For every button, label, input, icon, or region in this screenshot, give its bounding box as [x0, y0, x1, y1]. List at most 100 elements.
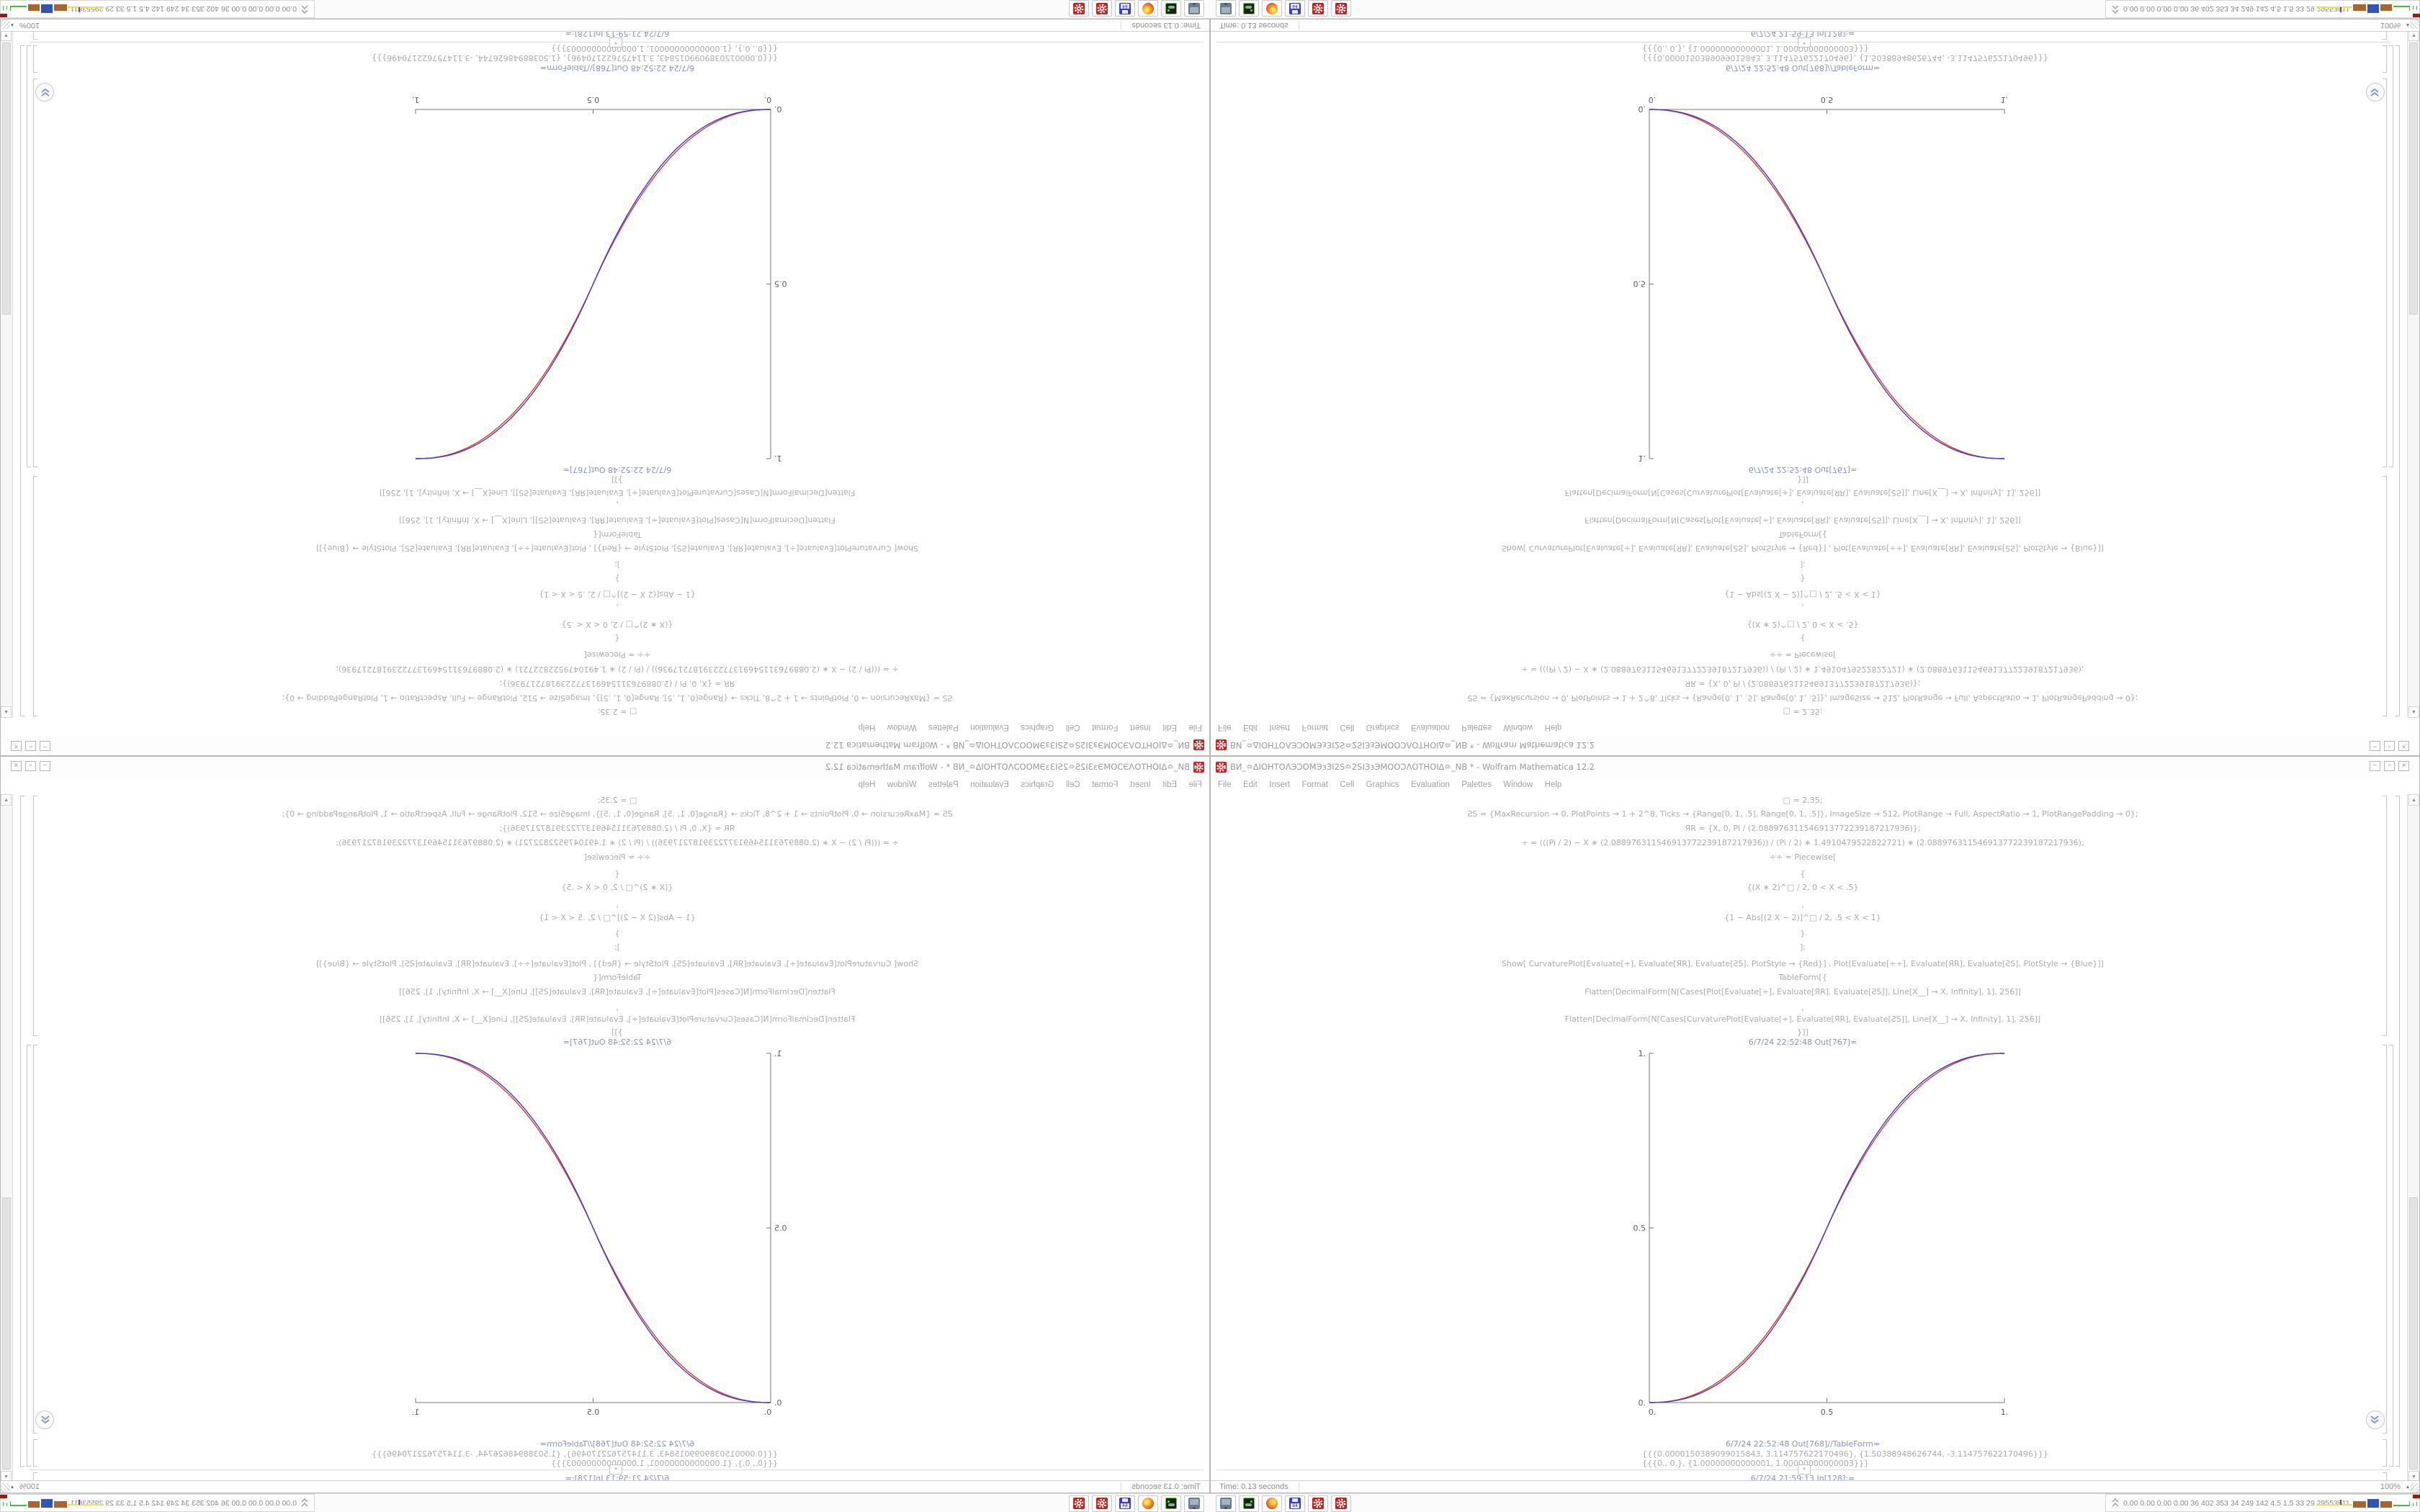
scrollbar-thumb[interactable]: [2, 1197, 11, 1470]
resize-grip[interactable]: [1, 1483, 10, 1493]
input-line[interactable]: ÷÷ = Piecewise[: [583, 650, 651, 660]
menu-help[interactable]: Help: [858, 780, 876, 789]
menu-edit[interactable]: Edit: [1242, 723, 1258, 732]
menu-edit[interactable]: Edit: [1162, 723, 1178, 732]
cell-bracket-input[interactable]: [2382, 476, 2387, 716]
menu-insert[interactable]: Insert: [1129, 723, 1151, 732]
input-line[interactable]: Flatten[DecimalForm[N[Cases[Plot[Evaluat…: [1585, 516, 2021, 525]
minimize-button[interactable]: −: [40, 761, 50, 771]
menu-palettes[interactable]: Palettes: [1461, 780, 1492, 789]
magnification-control[interactable]: 100%: [2380, 21, 2401, 30]
taskbar-item-mathematica-1[interactable]: [1092, 0, 1112, 17]
input-line[interactable]: ,: [1801, 900, 1804, 909]
menu-format[interactable]: Format: [1092, 723, 1119, 732]
cell-bracket-table-out[interactable]: [33, 1439, 38, 1467]
cell-bracket-outer-group[interactable]: [20, 45, 25, 716]
input-line[interactable]: }: [614, 929, 620, 938]
input-line[interactable]: TableForm[{: [1778, 530, 1827, 539]
input-line[interactable]: ];: [614, 560, 620, 570]
cell-bracket-table-out[interactable]: [2382, 45, 2387, 73]
input-line[interactable]: {: [1800, 869, 1806, 878]
minimize-button[interactable]: −: [2370, 761, 2380, 771]
input-line[interactable]: ,: [616, 900, 619, 909]
input-line[interactable]: ,: [1801, 500, 1804, 509]
close-button[interactable]: ×: [2398, 761, 2409, 771]
cell-bracket-outer-group[interactable]: [2395, 45, 2400, 716]
scrollbar-thumb[interactable]: [2409, 42, 2418, 315]
scroll-to-end-button[interactable]: [2366, 83, 2385, 102]
window-titlebar[interactable]: ВИ_≏∆IOHTOΛЭƆOMЭɜЗI2S≏2SIЗɜЭMOOƆΛOTHOI∆≏…: [1211, 757, 2419, 777]
input-line[interactable]: ЯR = {X, 0, Pi / (2.08897631154691377223…: [1685, 824, 1921, 833]
input-line[interactable]: {: [614, 634, 620, 643]
scrollbar-up-icon[interactable]: ▲: [2408, 706, 2419, 718]
input-line[interactable]: ÷ = (((Pi / 2) − X ∗ (2.0889763115469137…: [336, 665, 899, 674]
taskbar-item-floppy64[interactable]: 64: [1115, 0, 1135, 17]
menu-edit[interactable]: Edit: [1242, 780, 1258, 789]
cell-bracket-plot-out[interactable]: [2382, 78, 2387, 467]
scrollbar-up-icon[interactable]: ▲: [1, 706, 12, 718]
input-line[interactable]: Flatten[DecimalForm[N[Cases[Plot[Evaluat…: [399, 987, 835, 996]
input-line[interactable]: ];: [1800, 942, 1806, 952]
input-line[interactable]: }]]: [1797, 1027, 1809, 1037]
taskbar-item-mathematica-1[interactable]: [1092, 1495, 1112, 1512]
input-line[interactable]: Show[ CurvaturePlot[Evaluate[÷], Evaluat…: [316, 959, 918, 968]
maximize-button[interactable]: ▫: [25, 741, 36, 751]
menu-cell[interactable]: Cell: [1340, 780, 1355, 789]
resize-grip[interactable]: [2410, 19, 2419, 29]
menu-format[interactable]: Format: [1301, 780, 1328, 789]
scrollbar-up-icon[interactable]: ▲: [2408, 794, 2419, 806]
maximize-button[interactable]: ▫: [2384, 741, 2395, 751]
input-line[interactable]: }]]: [611, 1027, 623, 1037]
taskbar-item-mathematica-1[interactable]: [1308, 0, 1328, 17]
menu-palettes[interactable]: Palettes: [1461, 723, 1492, 732]
taskbar-item-firefox[interactable]: [1138, 1495, 1158, 1512]
taskbar-item-disk-utility[interactable]: [1161, 0, 1181, 17]
menu-graphics[interactable]: Graphics: [1021, 723, 1054, 732]
taskbar-item-mathematica-2[interactable]: [1331, 1495, 1351, 1512]
taskbar-item-firefox[interactable]: [1138, 0, 1158, 17]
input-line[interactable]: ЯR = {X, 0, Pi / (2.08897631154691377223…: [499, 679, 735, 688]
taskbar-item-display-capture[interactable]: [1184, 1495, 1204, 1512]
input-line[interactable]: □ = 2.35;: [597, 707, 637, 716]
input-line[interactable]: TableForm[{: [1778, 973, 1827, 982]
resize-grip[interactable]: [1, 19, 10, 29]
input-line[interactable]: }: [1800, 574, 1806, 583]
menu-window[interactable]: Window: [1503, 780, 1533, 789]
input-line[interactable]: ƧS = {MaxRecursion → 0, PlotPoints → 1 +…: [282, 693, 953, 703]
input-line[interactable]: Flatten[DecimalForm[N[Cases[Plot[Evaluat…: [399, 516, 835, 525]
cell-bracket-table-out[interactable]: [33, 45, 38, 73]
input-line[interactable]: {1 − Abs[(2 X − 2)]^□ / 2, .5 < X < 1}: [539, 913, 696, 922]
menu-evaluation[interactable]: Evaluation: [970, 780, 1009, 789]
scrollbar-up-icon[interactable]: ▲: [1, 794, 12, 806]
input-line[interactable]: Flatten[DecimalForm[N[Cases[CurvaturePlo…: [379, 1014, 856, 1024]
input-line[interactable]: Flatten[DecimalForm[N[Cases[Plot[Evaluat…: [1585, 987, 2021, 996]
vertical-scrollbar[interactable]: ▲ ▼: [2407, 794, 2419, 1482]
magnification-control[interactable]: 100%: [19, 1482, 40, 1491]
input-line[interactable]: □ = 2.35;: [597, 796, 637, 805]
cell-insert-plus-button[interactable]: +: [1798, 37, 1811, 48]
input-line[interactable]: {1 − Abs[(2 X − 2)]^□ / 2, .5 < X < 1}: [1724, 590, 1881, 599]
input-line[interactable]: ÷÷ = Piecewise[: [1769, 852, 1837, 862]
input-line[interactable]: {(X ∗ 2)^□ / 2, 0 < X < .5}: [561, 620, 673, 629]
cell-bracket-outer-group[interactable]: [2395, 796, 2400, 1467]
input-line[interactable]: ];: [1800, 560, 1806, 570]
cell-bracket-input[interactable]: [2382, 796, 2387, 1036]
input-line[interactable]: }]]: [611, 475, 623, 485]
input-line[interactable]: Flatten[DecimalForm[N[Cases[CurvaturePlo…: [379, 488, 856, 498]
vertical-scrollbar[interactable]: ▲ ▼: [1, 30, 13, 718]
taskbar-item-mathematica-2[interactable]: [1331, 0, 1351, 17]
menu-palettes[interactable]: Palettes: [928, 723, 959, 732]
scrollbar-thumb[interactable]: [2409, 1197, 2418, 1470]
cell-bracket-output-group[interactable]: [27, 45, 32, 467]
menu-insert[interactable]: Insert: [1269, 780, 1291, 789]
input-line[interactable]: }]]: [1797, 475, 1809, 485]
input-line[interactable]: {(X ∗ 2)^□ / 2, 0 < X < .5}: [561, 883, 673, 892]
cell-bracket-input[interactable]: [33, 476, 38, 716]
magnification-control[interactable]: 100%: [19, 21, 40, 30]
cell-bracket-table-out[interactable]: [2382, 1439, 2387, 1467]
input-line[interactable]: ÷÷ = Piecewise[: [1769, 650, 1837, 660]
magnification-caret-icon[interactable]: ▴: [11, 22, 14, 29]
cell-bracket-input[interactable]: [33, 796, 38, 1036]
minimize-button[interactable]: −: [40, 741, 50, 751]
menu-format[interactable]: Format: [1092, 780, 1119, 789]
